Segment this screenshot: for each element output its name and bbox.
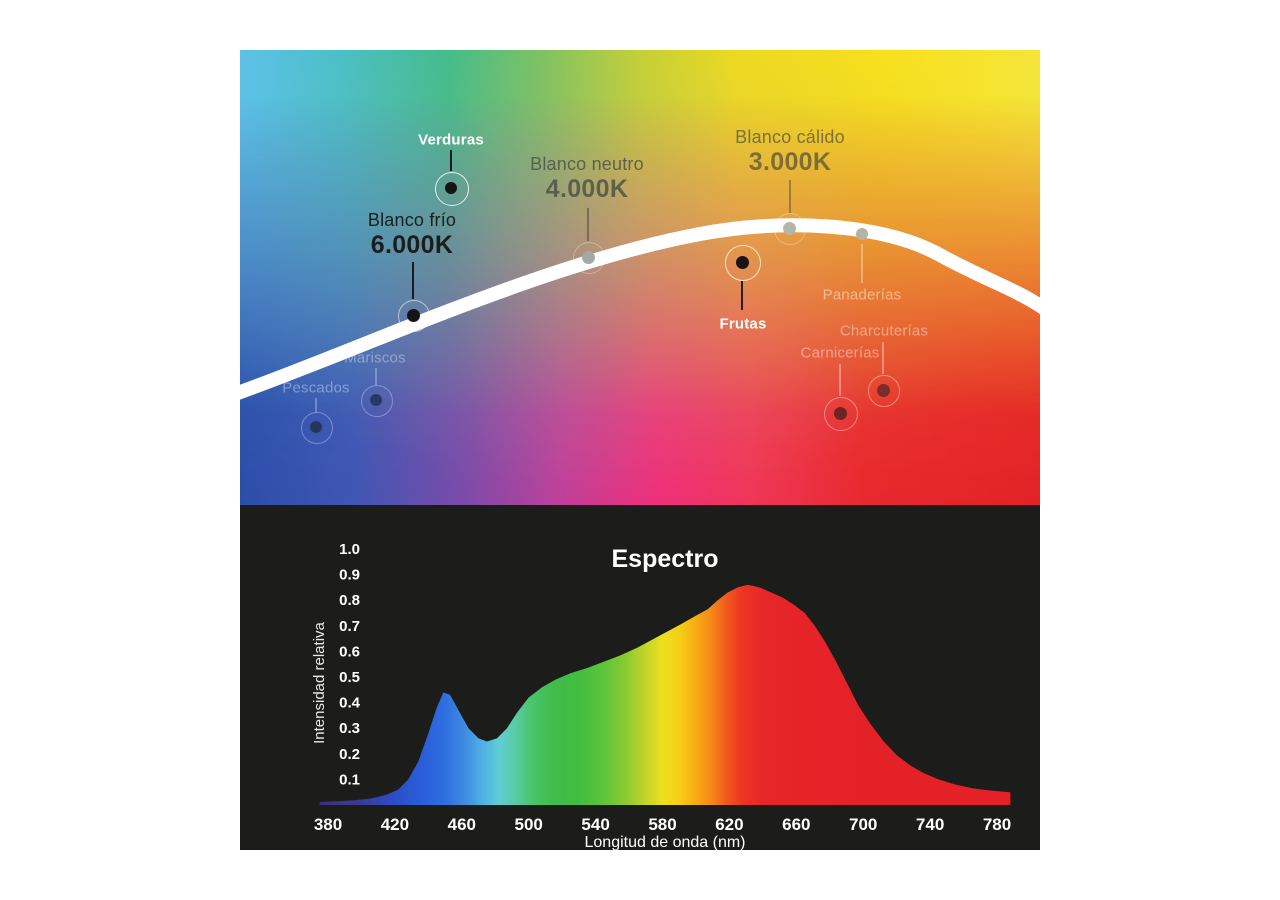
- annotation-pescados-ring: [301, 412, 333, 444]
- annotation-blanco-neutro-kelvin: 4.000K: [545, 174, 629, 203]
- y-tick-label: 1.0: [339, 541, 360, 558]
- annotation-blanco-neutro-name: Blanco neutro: [530, 154, 644, 175]
- annotation-blanco-neutro-leader-line: [587, 208, 589, 241]
- annotation-verduras-dot: [445, 182, 457, 194]
- spectrum-chart-panel: Espectro 0.1 0.2 0.3 0.4 0.5 0.6 0.7 0.8 0.9 1.0 In…: [240, 505, 1040, 850]
- annotation-mariscos-dot: [370, 394, 382, 406]
- y-tick-label: 0.6: [339, 643, 360, 660]
- annotation-blanco-calido-kelvin: 3.000K: [748, 147, 832, 176]
- y-axis-title: Intensidad relativa: [311, 621, 328, 743]
- annotation-blanco-neutro-dot: [581, 250, 595, 264]
- annotation-blanco-frio-dot: [406, 308, 420, 322]
- y-tick-label: 0.4: [339, 695, 361, 712]
- color-temperature-gradient: [240, 50, 1040, 505]
- annotation-carnicerias-dot: [833, 406, 847, 420]
- annotation-blanco-calido-leader-line: [789, 180, 791, 213]
- annotation-charcuterias-label: Charcuterías: [839, 322, 929, 340]
- annotation-pescados-leader-line: [315, 398, 317, 412]
- annotation-carnicerias-label: Carnicerías: [800, 344, 880, 362]
- annotation-frutas-dot: [735, 255, 749, 269]
- annotation-blanco-calido-ring: [774, 213, 806, 245]
- x-tick-label: 540: [581, 815, 609, 834]
- annotation-mariscos-ring: [361, 385, 393, 417]
- annotation-blanco-calido-label: Blanco cálido 3.000K: [735, 127, 845, 175]
- color-temperature-map: Verduras Blanco frío 6.000K Blanco neutro 4.…: [240, 50, 1040, 505]
- y-tick-label: 0.5: [339, 669, 360, 686]
- annotation-frutas-leader-line: [741, 281, 743, 310]
- annotation-blanco-neutro-ring: [573, 242, 605, 274]
- color-map-annotations: Verduras Blanco frío 6.000K Blanco neutro 4.…: [240, 50, 1040, 505]
- color-temperature-curve: [240, 218, 1040, 400]
- annotation-mariscos-label: Mariscos: [344, 349, 406, 367]
- y-tick-label: 0.2: [339, 746, 360, 763]
- annotation-blanco-frio-label: Blanco frío 6.000K: [368, 210, 456, 258]
- x-tick-label: 460: [448, 815, 476, 834]
- annotation-panaderias-label: Panaderías: [822, 286, 902, 304]
- annotation-pescados-dot: [310, 421, 322, 433]
- gradient-center-wash: [240, 50, 1040, 505]
- annotation-carnicerias-ring: [824, 397, 858, 431]
- annotation-charcuterias-ring: [868, 375, 900, 407]
- y-tick-label: 0.3: [339, 720, 360, 737]
- x-tick-label: 420: [381, 815, 409, 834]
- x-tick-label: 660: [782, 815, 810, 834]
- annotation-blanco-calido-name: Blanco cálido: [735, 127, 845, 148]
- x-tick-label: 500: [515, 815, 543, 834]
- annotation-blanco-neutro-label: Blanco neutro 4.000K: [530, 154, 644, 202]
- annotation-charcuterias-leader-line: [882, 342, 884, 374]
- y-tick-label: 0.8: [339, 592, 360, 609]
- x-tick-label: 700: [849, 815, 877, 834]
- x-tick-label: 780: [983, 815, 1011, 834]
- annotation-mariscos-leader-line: [375, 368, 377, 385]
- annotation-blanco-calido-dot: [782, 221, 796, 235]
- annotation-blanco-frio-name: Blanco frío: [367, 210, 457, 231]
- annotation-verduras-leader-line: [450, 150, 452, 171]
- annotation-charcuterias-dot: [876, 383, 890, 397]
- annotation-pescados-label: Pescados: [282, 379, 350, 397]
- lighting-infographic: Verduras Blanco frío 6.000K Blanco neutro 4.…: [240, 50, 1040, 850]
- y-tick-label: 0.1: [339, 771, 360, 788]
- annotation-panaderias-dot: [856, 228, 868, 240]
- annotation-carnicerias-leader-line: [839, 364, 841, 396]
- chart-title: Espectro: [612, 545, 719, 573]
- annotation-frutas-ring: [725, 245, 761, 281]
- spectrum-area: [319, 584, 1011, 805]
- x-tick-label: 380: [314, 815, 342, 834]
- x-tick-label: 620: [715, 815, 743, 834]
- y-tick-label: 0.9: [339, 567, 360, 584]
- annotation-verduras-ring: [435, 172, 469, 206]
- x-tick-label: 580: [648, 815, 676, 834]
- annotation-blanco-frio-leader-line: [412, 262, 414, 299]
- annotation-frutas-label: Frutas: [719, 315, 767, 333]
- annotation-blanco-frio-kelvin: 6.000K: [370, 230, 454, 259]
- x-tick-label: 740: [916, 815, 944, 834]
- x-axis-title: Longitud de onda (nm): [585, 834, 746, 850]
- annotation-blanco-frio-ring: [398, 300, 430, 332]
- y-tick-label: 0.7: [339, 618, 360, 635]
- annotation-panaderias-leader-line: [861, 244, 863, 283]
- spectrum-chart: Espectro 0.1 0.2 0.3 0.4 0.5 0.6 0.7 0.8 0.9 1.0 In…: [311, 541, 1011, 850]
- annotation-verduras-label: Verduras: [418, 131, 484, 149]
